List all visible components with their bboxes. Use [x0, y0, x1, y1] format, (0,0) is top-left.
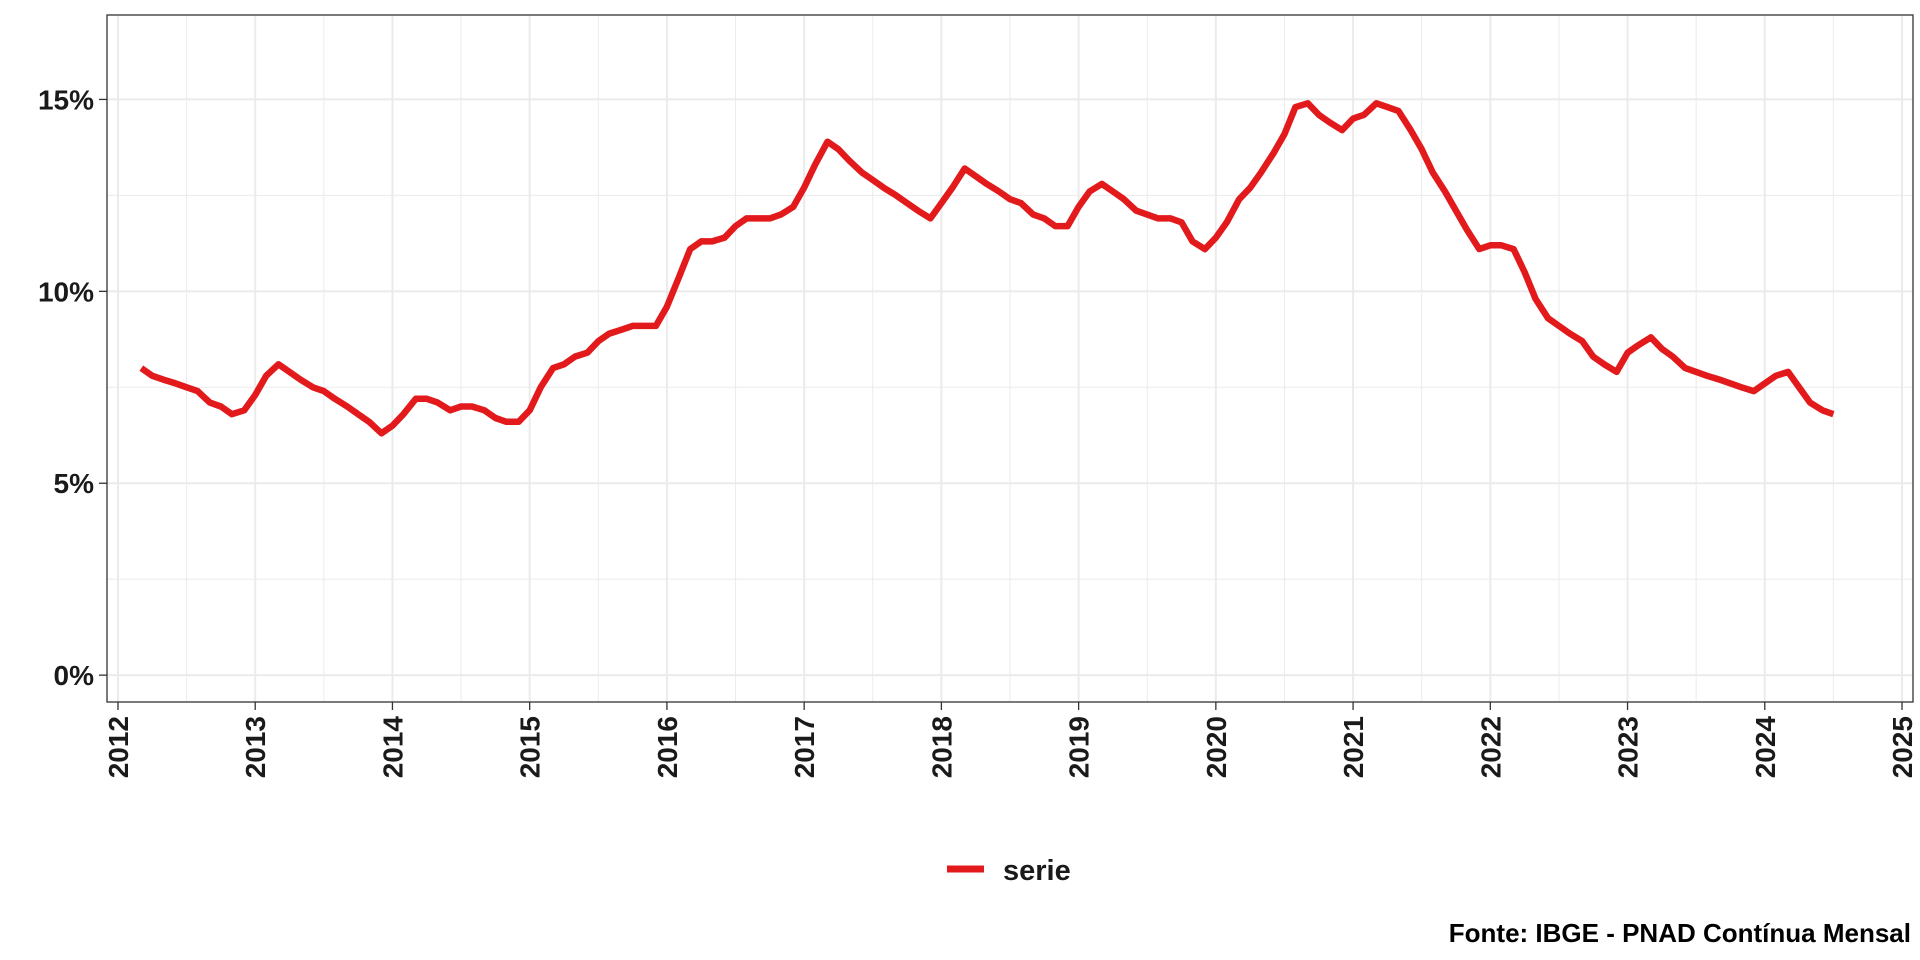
- x-tick-label: 2025: [1887, 716, 1918, 778]
- series-line-serie: [139, 100, 1835, 437]
- y-tick-label: 0%: [54, 660, 95, 691]
- x-tick-label: 2015: [515, 716, 546, 778]
- x-tick-label: 2020: [1201, 716, 1232, 778]
- x-tick-label: 2021: [1338, 716, 1369, 778]
- y-tick-label: 5%: [54, 468, 95, 499]
- x-tick-label: 2014: [377, 716, 408, 779]
- x-tick-label: 2022: [1475, 716, 1506, 778]
- series-layer: [139, 100, 1835, 437]
- source-caption: Fonte: IBGE - PNAD Contínua Mensal: [1449, 918, 1911, 948]
- y-axis: 0% 5% 10% 15%: [38, 84, 107, 691]
- y-tick-label: 10%: [38, 276, 94, 307]
- x-axis: 2012 2013 2014 2015 2016 2017 2018 2019 2020 2021…: [103, 702, 1918, 778]
- x-tick-label: 2012: [103, 716, 134, 778]
- x-tick-label: 2016: [652, 716, 683, 778]
- panel-border: [106, 14, 1914, 703]
- legend: serie: [947, 855, 1071, 887]
- x-tick-label: 2023: [1613, 716, 1644, 778]
- x-tick-label: 2017: [789, 716, 820, 778]
- major-gridlines-y: [107, 98, 1913, 677]
- x-tick-label: 2024: [1750, 716, 1781, 779]
- minor-gridlines-x: [186, 15, 1834, 702]
- x-tick-label: 2019: [1064, 716, 1095, 778]
- x-tick-label: 2018: [926, 716, 957, 778]
- major-gridlines-x: [116, 15, 1904, 702]
- x-tick-label: 2013: [240, 716, 271, 778]
- legend-label-serie: serie: [1003, 855, 1071, 887]
- y-tick-label: 15%: [38, 84, 94, 115]
